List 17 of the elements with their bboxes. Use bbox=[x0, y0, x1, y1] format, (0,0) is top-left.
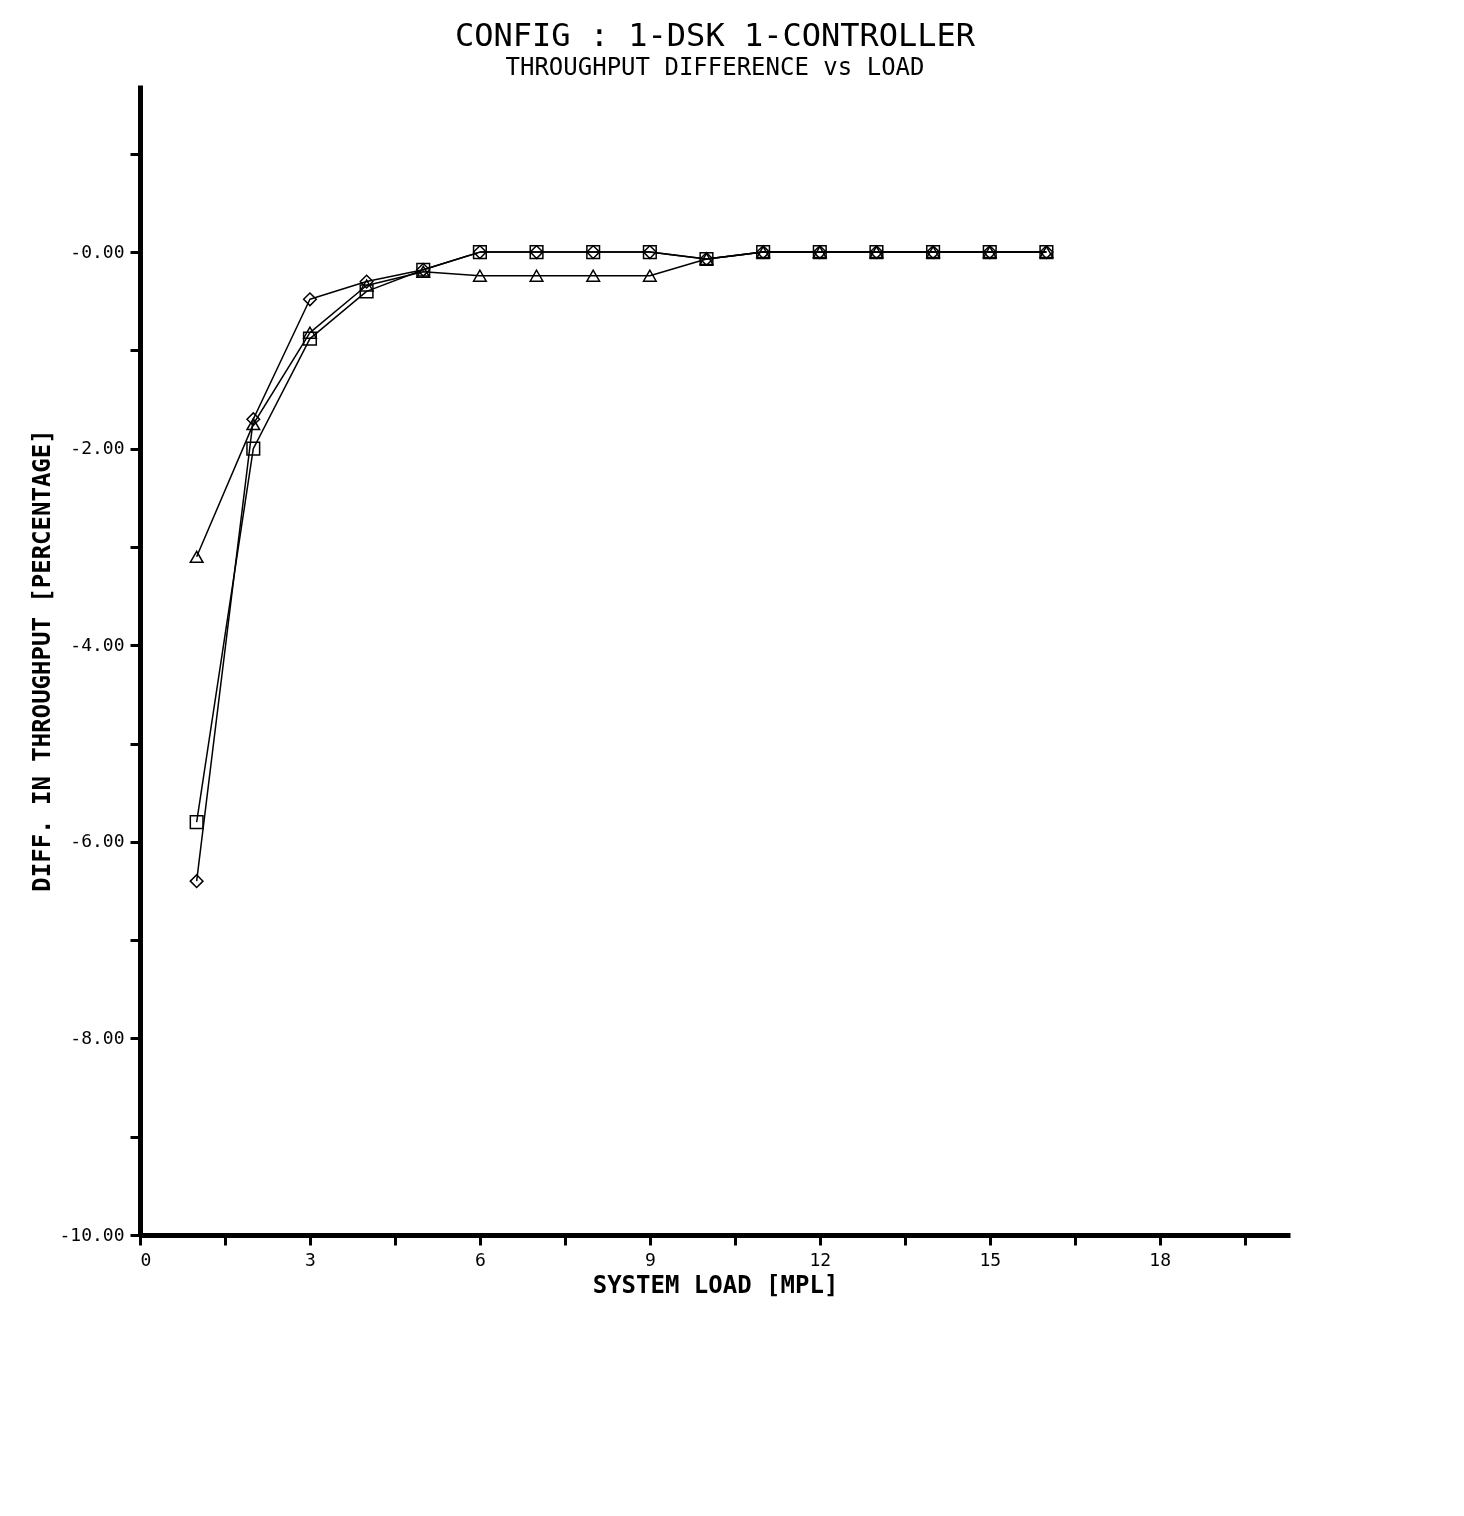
chart-subtitle: THROUGHPUT DIFFERENCE vs LOAD bbox=[505, 53, 925, 81]
x-tick-label: 15 bbox=[979, 1248, 1002, 1270]
y-tick-label: -10.00 bbox=[59, 1223, 125, 1245]
y-tick-label: -6.00 bbox=[70, 830, 125, 852]
chart-title: CONFIG : 1-DSK 1-CONTROLLER bbox=[454, 16, 976, 54]
x-tick-label: 18 bbox=[1149, 1248, 1172, 1270]
x-tick-label: 3 bbox=[305, 1248, 316, 1270]
y-tick-label: -0.00 bbox=[70, 240, 125, 262]
y-tick-label: -2.00 bbox=[70, 437, 125, 459]
x-tick-label: 9 bbox=[644, 1248, 656, 1270]
x-tick-label: 0 bbox=[140, 1248, 152, 1270]
x-tick-label: 6 bbox=[474, 1248, 486, 1270]
x-axis-title: SYSTEM LOAD [MPL] bbox=[592, 1270, 839, 1299]
y-tick-label: -8.00 bbox=[70, 1026, 125, 1048]
y-axis-title: DIFF. IN THROUGHPUT [PERCENTAGE] bbox=[28, 429, 57, 892]
x-tick-label: 12 bbox=[809, 1248, 832, 1270]
y-tick-label: -4.00 bbox=[70, 633, 125, 655]
